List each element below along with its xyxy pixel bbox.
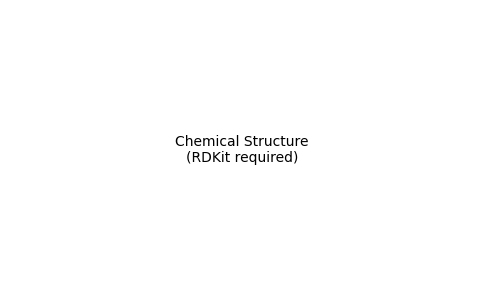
Text: Chemical Structure
(RDKit required): Chemical Structure (RDKit required): [175, 135, 309, 165]
